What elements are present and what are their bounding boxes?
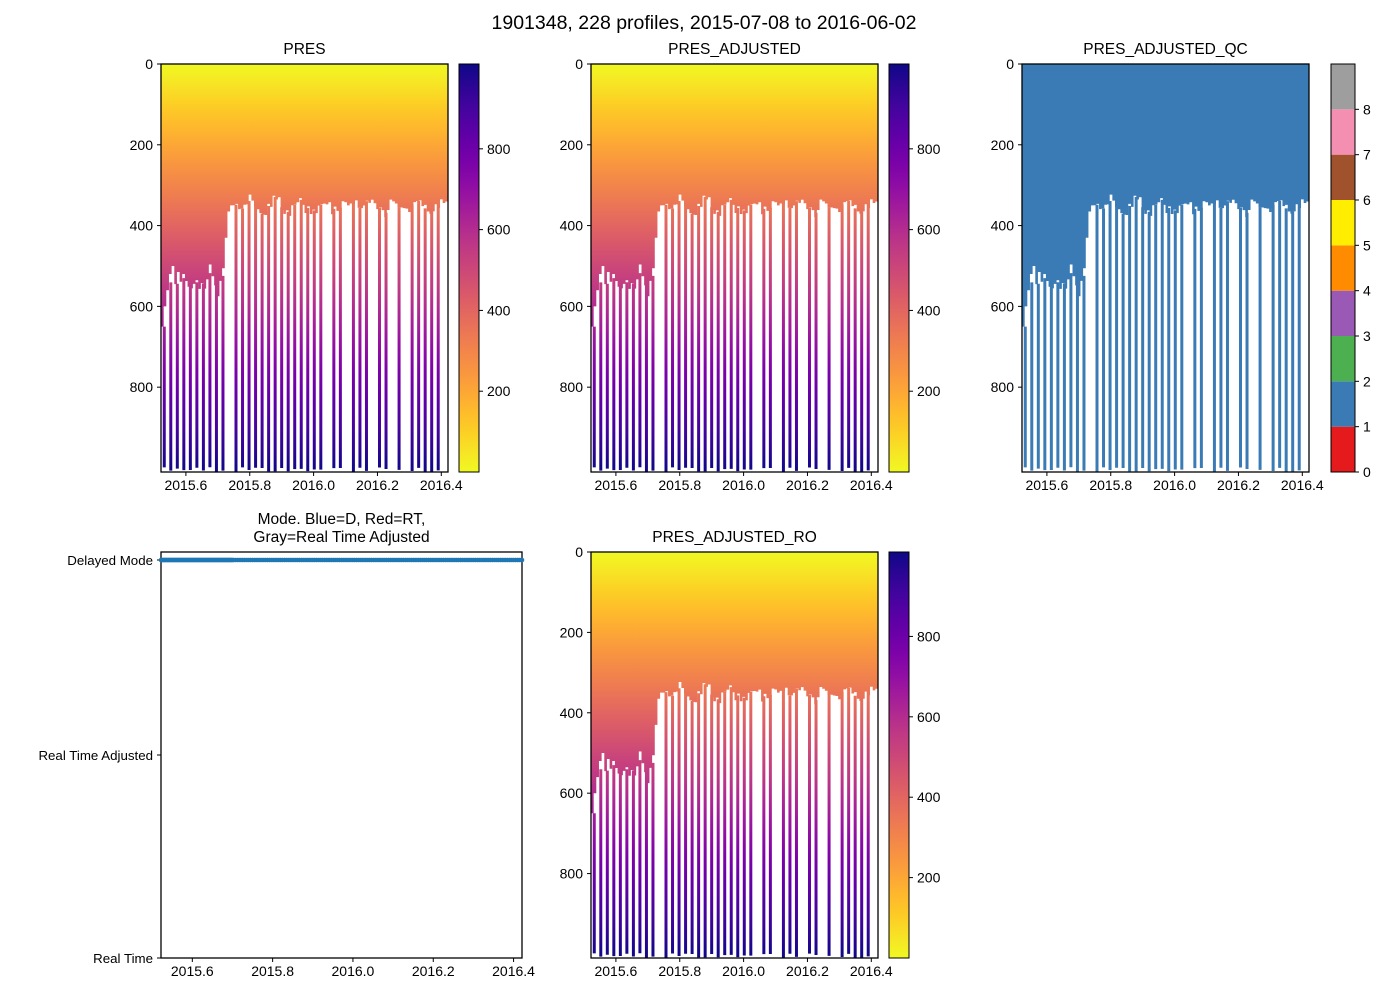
svg-text:2015.8: 2015.8 — [251, 963, 294, 979]
svg-text:2016.4: 2016.4 — [420, 477, 463, 493]
svg-text:600: 600 — [560, 785, 584, 801]
svg-text:6: 6 — [1363, 192, 1371, 208]
svg-text:2016.0: 2016.0 — [722, 477, 765, 493]
svg-text:200: 200 — [487, 383, 511, 399]
svg-text:Gray=Real Time Adjusted: Gray=Real Time Adjusted — [253, 529, 429, 546]
svg-text:3: 3 — [1363, 328, 1371, 344]
svg-text:400: 400 — [991, 218, 1015, 234]
svg-text:2016.4: 2016.4 — [492, 963, 535, 979]
svg-text:400: 400 — [130, 218, 154, 234]
svg-text:200: 200 — [991, 137, 1015, 153]
svg-text:1: 1 — [1363, 419, 1371, 435]
svg-text:4: 4 — [1363, 283, 1371, 299]
svg-text:2016.2: 2016.2 — [786, 963, 829, 979]
svg-text:2016.2: 2016.2 — [356, 477, 399, 493]
svg-text:0: 0 — [1006, 56, 1014, 72]
svg-text:800: 800 — [991, 379, 1015, 395]
svg-text:Real Time Adjusted: Real Time Adjusted — [38, 748, 153, 763]
svg-text:800: 800 — [917, 628, 941, 644]
svg-text:Real Time: Real Time — [93, 951, 153, 966]
svg-text:0: 0 — [575, 56, 583, 72]
svg-text:PRES_ADJUSTED_RO: PRES_ADJUSTED_RO — [652, 529, 817, 546]
svg-text:800: 800 — [560, 866, 584, 882]
svg-text:2016.4: 2016.4 — [850, 963, 893, 979]
svg-text:2015.8: 2015.8 — [1089, 477, 1132, 493]
svg-text:0: 0 — [1363, 464, 1371, 480]
svg-text:800: 800 — [130, 379, 154, 395]
svg-text:400: 400 — [487, 302, 511, 318]
svg-text:2016.2: 2016.2 — [786, 477, 829, 493]
svg-text:PRES: PRES — [283, 41, 325, 58]
svg-text:200: 200 — [917, 383, 941, 399]
svg-text:400: 400 — [917, 789, 941, 805]
svg-text:8: 8 — [1363, 101, 1371, 117]
svg-text:2015.8: 2015.8 — [658, 963, 701, 979]
svg-text:800: 800 — [487, 141, 511, 157]
svg-text:600: 600 — [991, 298, 1015, 314]
svg-text:2015.6: 2015.6 — [1025, 477, 1068, 493]
svg-text:400: 400 — [560, 218, 584, 234]
svg-text:2015.6: 2015.6 — [164, 477, 207, 493]
svg-text:Delayed Mode: Delayed Mode — [67, 553, 153, 568]
svg-text:400: 400 — [917, 302, 941, 318]
svg-text:200: 200 — [560, 624, 584, 640]
svg-text:600: 600 — [917, 222, 941, 238]
svg-text:2016.0: 2016.0 — [1153, 477, 1196, 493]
svg-text:600: 600 — [560, 298, 584, 314]
svg-text:400: 400 — [560, 705, 584, 721]
svg-text:2016.0: 2016.0 — [292, 477, 335, 493]
svg-text:2015.8: 2015.8 — [228, 477, 271, 493]
svg-text:2015.6: 2015.6 — [594, 963, 637, 979]
svg-text:600: 600 — [917, 709, 941, 725]
svg-text:2016.0: 2016.0 — [722, 963, 765, 979]
svg-text:Mode. Blue=D, Red=RT,: Mode. Blue=D, Red=RT, — [258, 511, 426, 528]
svg-text:1901348, 228 profiles, 2015-07: 1901348, 228 profiles, 2015-07-08 to 201… — [492, 12, 917, 34]
svg-text:0: 0 — [145, 56, 153, 72]
svg-text:5: 5 — [1363, 237, 1371, 253]
svg-text:0: 0 — [575, 544, 583, 560]
svg-text:2016.2: 2016.2 — [1217, 477, 1260, 493]
svg-text:2016.4: 2016.4 — [850, 477, 893, 493]
svg-text:2015.8: 2015.8 — [658, 477, 701, 493]
svg-text:2016.0: 2016.0 — [332, 963, 375, 979]
svg-text:600: 600 — [487, 222, 511, 238]
svg-text:800: 800 — [560, 379, 584, 395]
svg-text:7: 7 — [1363, 147, 1371, 163]
svg-text:2016.4: 2016.4 — [1281, 477, 1324, 493]
svg-text:800: 800 — [917, 141, 941, 157]
svg-text:200: 200 — [560, 137, 584, 153]
svg-text:2: 2 — [1363, 373, 1371, 389]
svg-text:600: 600 — [130, 298, 154, 314]
svg-text:2015.6: 2015.6 — [594, 477, 637, 493]
svg-text:200: 200 — [130, 137, 154, 153]
svg-text:PRES_ADJUSTED_QC: PRES_ADJUSTED_QC — [1083, 41, 1248, 58]
svg-text:200: 200 — [917, 870, 941, 886]
svg-text:PRES_ADJUSTED: PRES_ADJUSTED — [668, 41, 801, 58]
svg-text:2015.6: 2015.6 — [171, 963, 214, 979]
svg-text:2016.2: 2016.2 — [412, 963, 455, 979]
